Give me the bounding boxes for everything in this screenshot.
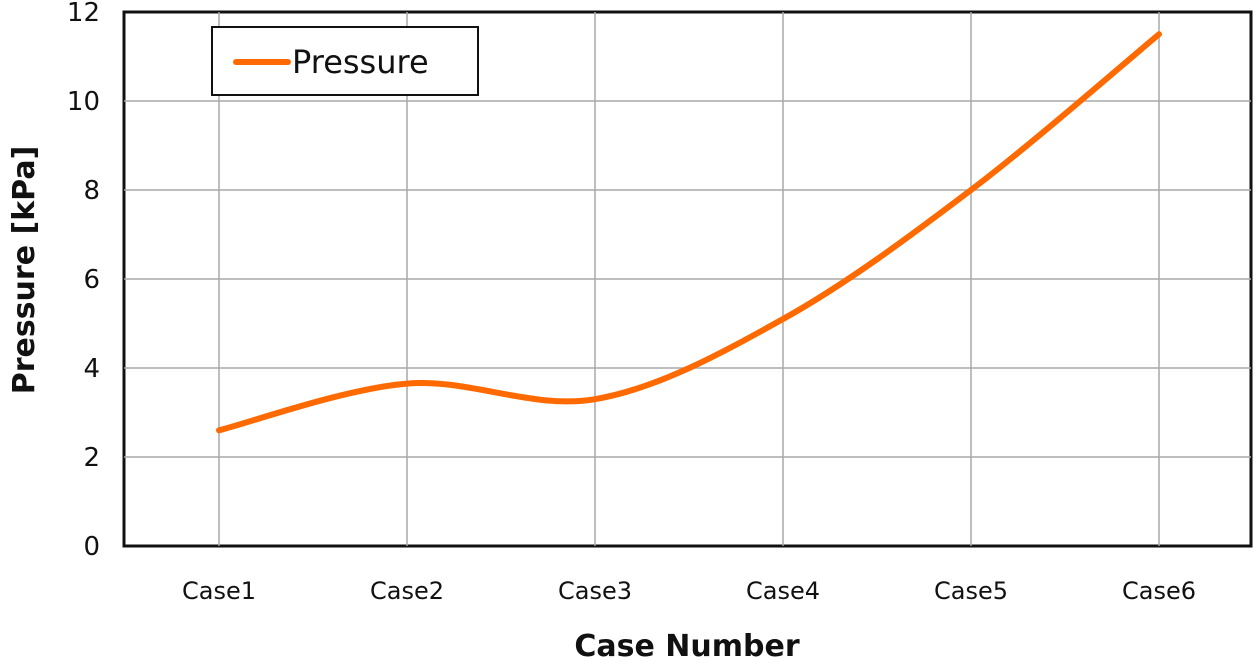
x-tick-label: Case3 xyxy=(558,577,632,605)
y-tick-labels: 0 2 4 6 8 10 12 xyxy=(67,0,100,562)
y-axis-title: Pressure [kPa] xyxy=(7,146,42,395)
x-tick-label: Case6 xyxy=(1122,577,1196,605)
y-tick-label: 2 xyxy=(83,443,100,473)
y-tick-label: 6 xyxy=(83,265,100,295)
x-tick-label: Case4 xyxy=(746,577,820,605)
x-tick-label: Case2 xyxy=(370,577,444,605)
legend-label-pressure: Pressure xyxy=(292,43,429,81)
x-axis-title: Case Number xyxy=(574,629,799,660)
y-tick-label: 12 xyxy=(67,0,100,28)
legend: Pressure xyxy=(212,27,478,95)
y-tick-label: 4 xyxy=(83,354,100,384)
y-tick-label: 8 xyxy=(83,176,100,206)
y-tick-label: 0 xyxy=(83,532,100,562)
x-tick-label: Case5 xyxy=(934,577,1008,605)
x-tick-label: Case1 xyxy=(182,577,256,605)
x-tick-labels: Case1 Case2 Case3 Case4 Case5 Case6 xyxy=(182,577,1196,605)
y-tick-label: 10 xyxy=(67,87,100,117)
